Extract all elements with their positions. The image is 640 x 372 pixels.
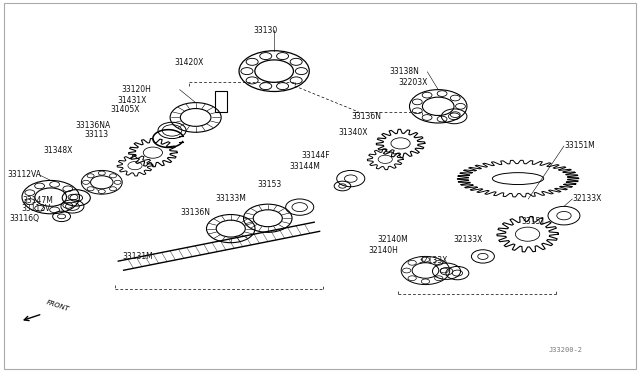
Circle shape	[440, 268, 449, 273]
Text: FRONT: FRONT	[45, 299, 70, 312]
Circle shape	[83, 180, 90, 184]
Circle shape	[87, 187, 94, 191]
Text: 33131M: 33131M	[122, 252, 153, 261]
Circle shape	[87, 174, 94, 178]
Text: 33151: 33151	[521, 217, 545, 226]
Circle shape	[276, 52, 289, 60]
Text: 32140H: 32140H	[368, 246, 398, 255]
Text: 31348X: 31348X	[43, 146, 72, 155]
Text: 32133X: 32133X	[419, 256, 448, 265]
Text: 33120H: 33120H	[121, 85, 151, 94]
Circle shape	[437, 91, 447, 96]
Circle shape	[63, 186, 73, 192]
Circle shape	[63, 203, 73, 208]
Text: 33133M: 33133M	[216, 195, 246, 203]
Text: 32140M: 32140M	[378, 235, 408, 244]
Circle shape	[421, 257, 429, 262]
Circle shape	[290, 58, 302, 65]
Text: 32133X: 32133X	[572, 195, 602, 203]
Circle shape	[412, 108, 422, 113]
Circle shape	[437, 116, 447, 122]
Circle shape	[114, 180, 121, 184]
Circle shape	[451, 95, 460, 101]
Circle shape	[403, 268, 411, 273]
Text: 33130: 33130	[253, 26, 278, 35]
Circle shape	[421, 279, 429, 284]
Circle shape	[412, 99, 422, 105]
Text: 33113: 33113	[84, 130, 108, 140]
Circle shape	[290, 77, 302, 84]
Text: 33151M: 33151M	[564, 141, 595, 151]
Text: 33116Q: 33116Q	[9, 214, 39, 223]
Text: 33144F: 33144F	[301, 151, 330, 160]
Bar	[216, 92, 227, 112]
Circle shape	[408, 260, 416, 265]
Text: 33147M: 33147M	[22, 196, 53, 205]
Circle shape	[99, 171, 106, 175]
Circle shape	[435, 276, 443, 280]
Text: 32203X: 32203X	[398, 78, 428, 87]
Circle shape	[68, 194, 78, 200]
Circle shape	[109, 174, 116, 178]
Circle shape	[260, 52, 272, 60]
Text: 33112V: 33112V	[22, 204, 51, 213]
Circle shape	[408, 276, 416, 280]
Text: 31405X: 31405X	[111, 105, 140, 114]
Text: 33138N: 33138N	[390, 67, 420, 76]
Text: 33136N: 33136N	[180, 208, 211, 217]
Circle shape	[260, 83, 272, 90]
Text: 33136N: 33136N	[351, 112, 381, 121]
Text: J33200-2: J33200-2	[548, 347, 582, 353]
Text: 33153: 33153	[257, 180, 282, 189]
Circle shape	[422, 92, 432, 98]
Circle shape	[35, 205, 45, 211]
Circle shape	[25, 190, 35, 196]
Circle shape	[435, 260, 443, 265]
Circle shape	[422, 115, 432, 121]
Circle shape	[109, 187, 116, 191]
Circle shape	[25, 199, 35, 204]
Text: 33144M: 33144M	[289, 162, 320, 171]
Circle shape	[451, 112, 460, 118]
Text: 33136NA: 33136NA	[76, 121, 111, 130]
Text: 32133X: 32133X	[454, 235, 483, 244]
Circle shape	[99, 189, 106, 193]
Circle shape	[456, 103, 465, 109]
Text: 33112VA: 33112VA	[7, 170, 42, 179]
Circle shape	[241, 68, 253, 75]
Circle shape	[296, 68, 307, 75]
Circle shape	[35, 183, 45, 189]
Circle shape	[246, 77, 258, 84]
Circle shape	[276, 83, 289, 90]
Text: 31340X: 31340X	[339, 128, 368, 137]
Text: 31431X: 31431X	[117, 96, 147, 105]
Circle shape	[50, 182, 60, 187]
Text: 31420X: 31420X	[175, 58, 204, 67]
Circle shape	[246, 58, 258, 65]
Circle shape	[50, 207, 60, 213]
